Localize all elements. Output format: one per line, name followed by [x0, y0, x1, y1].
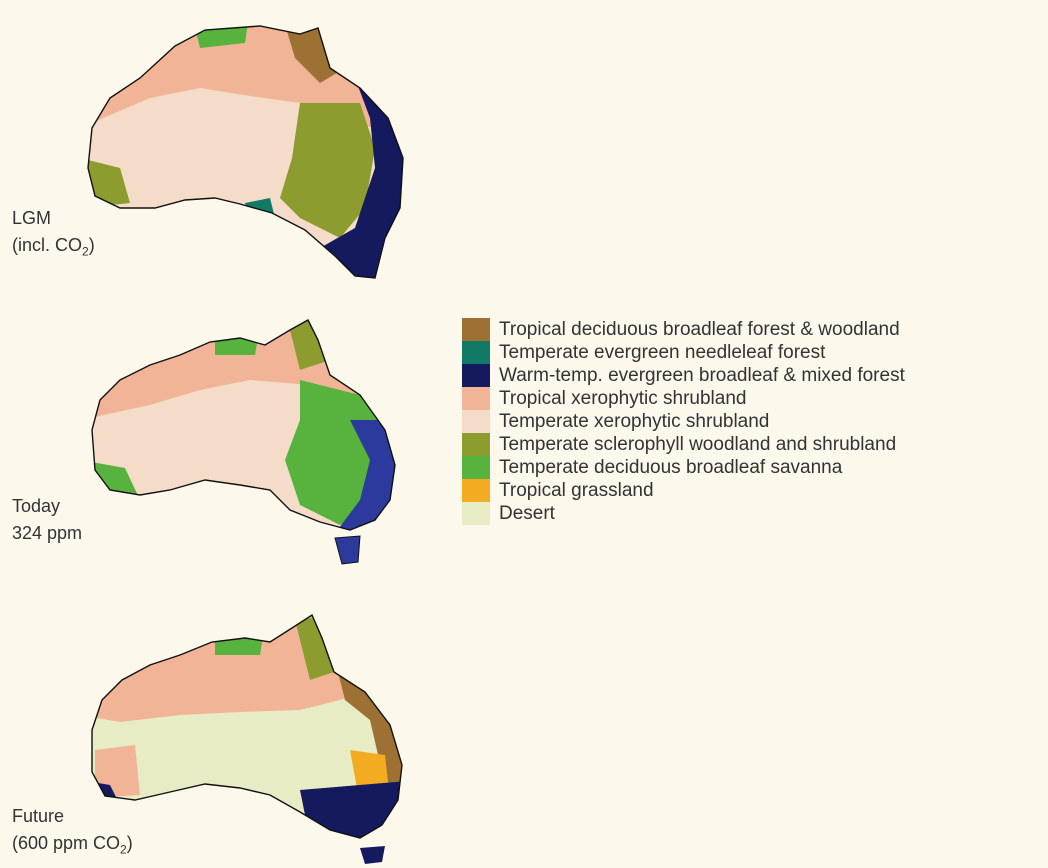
- map-future: [0, 600, 460, 868]
- label-lgm-line2: (incl. CO2): [12, 235, 95, 259]
- legend-label: Tropical xerophytic shrubland: [499, 387, 747, 409]
- label-today-line1: Today: [12, 496, 61, 516]
- legend-label: Temperate sclerophyll woodland and shrub…: [499, 433, 897, 455]
- legend-item: Desert: [462, 502, 905, 525]
- legend-item: Warm-temp. evergreen broadleaf & mixed f…: [462, 364, 905, 387]
- legend-item: Tropical deciduous broadleaf forest & wo…: [462, 318, 905, 341]
- legend-item: Tropical xerophytic shrubland: [462, 387, 905, 410]
- legend-label: Desert: [499, 502, 555, 524]
- label-future-line2: (600 ppm CO2): [12, 833, 133, 857]
- legend-item: Temperate deciduous broadleaf savanna: [462, 456, 905, 479]
- legend-swatch: [462, 318, 490, 341]
- legend-swatch: [462, 341, 490, 364]
- map-lgm-graphic: [87, 25, 404, 279]
- legend-swatch: [462, 479, 490, 502]
- legend-item: Tropical grassland: [462, 479, 905, 502]
- legend-swatch: [462, 387, 490, 410]
- legend-item: Temperate xerophytic shrubland: [462, 410, 905, 433]
- legend-swatch: [462, 502, 490, 525]
- map-lgm: [0, 8, 460, 298]
- map-label-future: Future (600 ppm CO2): [12, 803, 133, 864]
- label-future-line1: Future: [12, 806, 65, 826]
- legend-swatch: [462, 433, 490, 456]
- legend-swatch: [462, 364, 490, 387]
- legend-swatch: [462, 456, 490, 479]
- legend-item: Temperate evergreen needleleaf forest: [462, 341, 905, 364]
- legend-label: Warm-temp. evergreen broadleaf & mixed f…: [499, 364, 905, 386]
- map-future-graphic: [91, 613, 403, 864]
- label-today-line2: 324 ppm: [12, 523, 83, 543]
- legend-label: Temperate xerophytic shrubland: [499, 410, 770, 432]
- legend-item: Temperate sclerophyll woodland and shrub…: [462, 433, 905, 456]
- legend-label: Temperate deciduous broadleaf savanna: [499, 456, 843, 478]
- legend-label: Temperate evergreen needleleaf forest: [499, 341, 826, 363]
- legend-label: Tropical grassland: [499, 479, 654, 501]
- legend-label: Tropical deciduous broadleaf forest & wo…: [499, 318, 900, 340]
- map-today: [0, 300, 460, 590]
- legend-swatch: [462, 410, 490, 433]
- map-label-today: Today 324 ppm: [12, 493, 82, 554]
- map-label-lgm: LGM (incl. CO2): [12, 205, 95, 266]
- label-lgm-line1: LGM: [12, 208, 52, 228]
- legend: Tropical deciduous broadleaf forest & wo…: [462, 318, 905, 525]
- map-today-graphic: [91, 319, 396, 565]
